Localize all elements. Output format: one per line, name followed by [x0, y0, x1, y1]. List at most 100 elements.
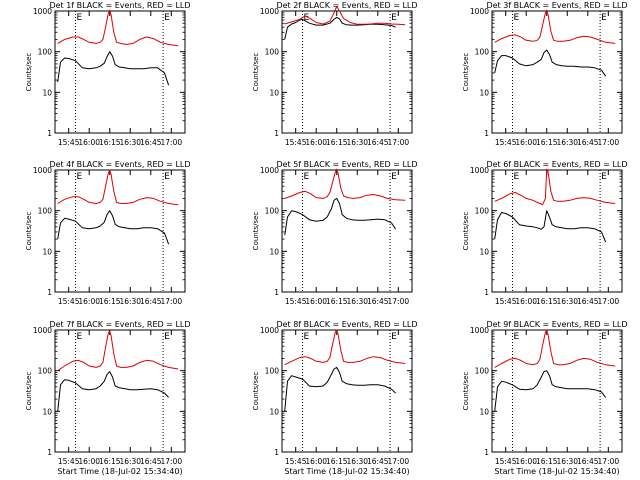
events-series-line	[494, 370, 607, 412]
lld-series-line	[494, 329, 616, 368]
x-tick-label: 16:15	[99, 297, 121, 306]
x-tick-label: 17:00	[598, 297, 620, 306]
x-tick-label: 16:45	[140, 138, 162, 147]
events-series-line	[494, 210, 607, 243]
x-tick-label: 15:45	[58, 138, 80, 147]
lld-series-line	[57, 9, 179, 47]
y-tick-label: 1	[47, 448, 52, 457]
lld-series-line	[284, 329, 406, 366]
chart-title: Det 7f BLACK = Events, RED = LLD	[49, 320, 190, 329]
y-tick-label: 1	[484, 288, 489, 297]
x-tick-label: 16:00	[515, 457, 537, 466]
corner-label: E	[391, 332, 397, 342]
x-axis-label: Start Time (18-Jul-02 15:34:40)	[57, 467, 182, 476]
chart-panel: Det 8f BLACK = Events, RED = LLD 1 10 100 10…	[252, 320, 418, 476]
y-tick-label: 10	[42, 247, 52, 256]
chart-title: Det 4f BLACK = Events, RED = LLD	[49, 160, 190, 169]
y-tick-label: 1	[274, 288, 279, 297]
x-tick-label: 16:00	[305, 297, 327, 306]
plot-frame	[491, 10, 623, 134]
lld-series-line	[284, 168, 406, 201]
x-tick-label: 15:45	[495, 457, 517, 466]
x-tick-label: 16:15	[536, 457, 558, 466]
y-tick-label: 100	[38, 48, 53, 57]
x-tick-label: 15:45	[58, 297, 80, 306]
y-tick-label: 1000	[33, 326, 52, 335]
chart-title: Det 9f BLACK = Events, RED = LLD	[486, 320, 627, 329]
corner-label: E	[77, 332, 83, 342]
chart-title: Det 5f BLACK = Events, RED = LLD	[276, 160, 417, 169]
x-tick-label: 16:00	[78, 138, 100, 147]
y-axis-label: Counts/sec	[252, 372, 260, 411]
x-tick-label: 16:30	[346, 297, 368, 306]
y-axis-label: Counts/sec	[462, 372, 470, 411]
x-tick-label: 16:15	[536, 297, 558, 306]
x-tick-label: 15:45	[495, 138, 517, 147]
x-tick-label: 17:00	[388, 138, 410, 147]
plot-frame	[491, 169, 623, 293]
x-tick-label: 16:15	[536, 138, 558, 147]
y-tick-label: 10	[269, 88, 279, 97]
x-tick-label: 16:15	[326, 297, 348, 306]
events-series-line	[57, 371, 169, 412]
y-tick-label: 100	[38, 207, 53, 216]
corner-label: E	[514, 332, 520, 342]
events-series-line	[284, 197, 397, 236]
corner-label: E	[601, 172, 607, 182]
y-tick-label: 1	[274, 448, 279, 457]
y-tick-label: 100	[265, 207, 280, 216]
x-tick-label: 16:30	[556, 297, 578, 306]
events-series-line	[494, 49, 607, 77]
y-tick-label: 10	[269, 407, 279, 416]
lld-series-line	[57, 169, 179, 206]
lld-series-line	[284, 5, 406, 26]
y-tick-label: 1	[484, 448, 489, 457]
events-series-line	[284, 16, 396, 40]
x-axis-label: Start Time (18-Jul-02 15:34:40)	[284, 467, 409, 476]
corner-label: E	[304, 13, 310, 23]
chart-panel: Det 3f BLACK = Events, RED = LLD 1 10 100 10…	[462, 1, 628, 147]
chart-panel: Det 2f BLACK = Events, RED = LLD 1 10 100 10…	[252, 1, 418, 147]
chart-panel: Det 5f BLACK = Events, RED = LLD 1 10 100 10…	[252, 160, 418, 306]
x-tick-label: 16:30	[556, 457, 578, 466]
y-tick-label: 10	[42, 407, 52, 416]
events-series-line	[57, 210, 170, 245]
x-tick-label: 16:30	[556, 138, 578, 147]
x-tick-label: 17:00	[388, 457, 410, 466]
chart-panel: Det 9f BLACK = Events, RED = LLD 1 10 100 10…	[462, 320, 628, 476]
x-tick-label: 16:00	[515, 138, 537, 147]
corner-label: E	[304, 172, 310, 182]
y-tick-label: 1	[484, 129, 489, 138]
y-tick-label: 1000	[260, 166, 279, 175]
corner-label: E	[514, 13, 520, 23]
y-tick-label: 100	[475, 48, 490, 57]
y-tick-label: 1000	[33, 7, 52, 16]
x-tick-label: 16:00	[78, 457, 100, 466]
corner-label: E	[601, 332, 607, 342]
x-tick-label: 16:45	[140, 297, 162, 306]
y-tick-label: 1000	[260, 326, 279, 335]
x-tick-label: 16:45	[140, 457, 162, 466]
x-tick-label: 16:00	[305, 138, 327, 147]
x-tick-label: 16:00	[305, 457, 327, 466]
x-tick-label: 16:30	[119, 138, 141, 147]
plot-frame	[491, 329, 623, 453]
corner-label: E	[391, 172, 397, 182]
chart-title: Det 6f BLACK = Events, RED = LLD	[486, 160, 627, 169]
corner-label: E	[164, 332, 170, 342]
x-tick-label: 17:00	[161, 138, 183, 147]
corner-label: E	[164, 13, 170, 23]
chart-panel: Det 7f BLACK = Events, RED = LLD 1 10 100 10…	[25, 320, 191, 476]
corner-label: E	[77, 13, 83, 23]
x-tick-label: 16:30	[346, 457, 368, 466]
y-tick-label: 1	[47, 129, 52, 138]
y-tick-label: 100	[475, 207, 490, 216]
chart-title: Det 1f BLACK = Events, RED = LLD	[49, 1, 190, 10]
y-tick-label: 100	[265, 367, 280, 376]
x-axis-label: Start Time (18-Jul-02 15:34:40)	[494, 467, 619, 476]
x-tick-label: 16:45	[577, 297, 599, 306]
y-axis-label: Counts/sec	[25, 53, 33, 92]
y-tick-label: 1000	[33, 166, 52, 175]
corner-label: E	[514, 172, 520, 182]
y-tick-label: 1000	[260, 7, 279, 16]
